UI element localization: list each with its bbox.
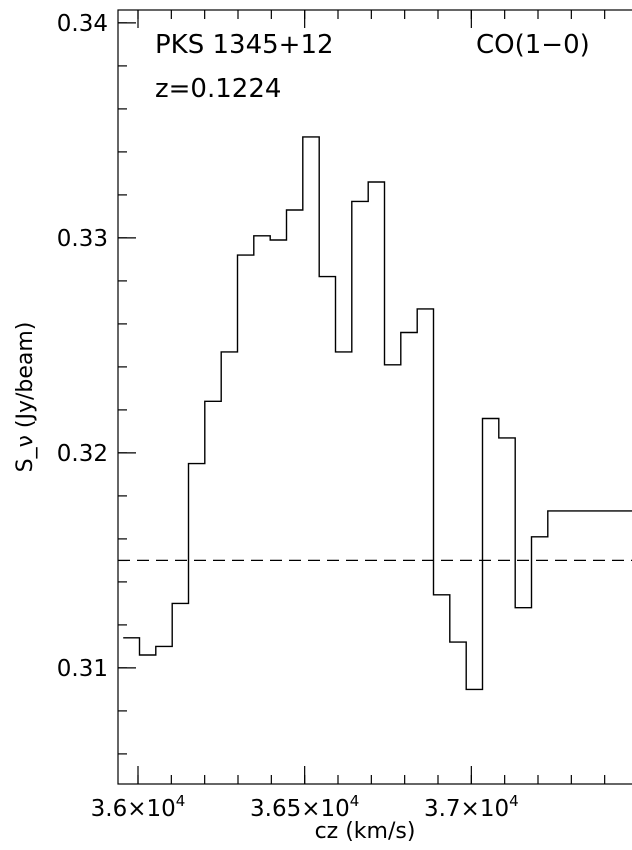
y-tick-label: 0.31 xyxy=(57,656,108,682)
tick-labels-group: 3.6×104 3.65×104 3.7×104 0.31 0.32 0.33 0.34 xyxy=(57,11,519,822)
line-name-annotation: CO(1−0) xyxy=(476,30,590,60)
x-axis-label: cz (km/s) xyxy=(315,819,416,844)
x-tick-label: 3.7×104 xyxy=(424,792,519,822)
ticks-group xyxy=(118,10,606,784)
y-tick-label: 0.32 xyxy=(57,441,108,467)
plot-frame xyxy=(117,9,632,785)
spectrum-step-line xyxy=(123,136,632,691)
redshift-annotation: z=0.1224 xyxy=(155,74,281,104)
y-tick-label: 0.33 xyxy=(57,226,108,252)
x-tick-label: 3.65×104 xyxy=(250,792,359,822)
source-name-annotation: PKS 1345+12 xyxy=(155,30,334,60)
y-tick-label: 0.34 xyxy=(57,11,108,37)
x-tick-label: 3.6×104 xyxy=(91,792,186,822)
y-axis-label: S_ν (Jy/beam) xyxy=(13,322,38,473)
